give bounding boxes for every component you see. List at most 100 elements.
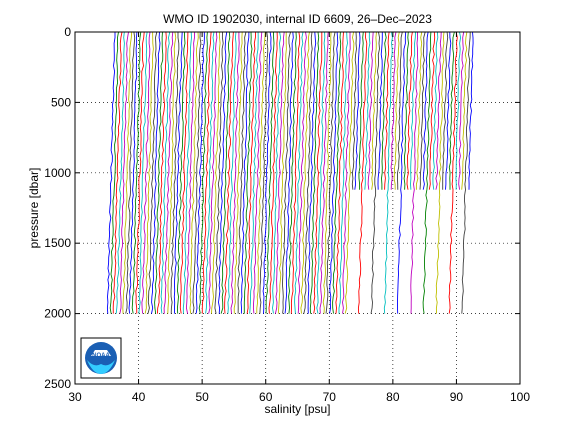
salinity-profile <box>135 31 145 314</box>
salinity-profile <box>160 31 171 314</box>
y-axis: 0 500 1000 1500 2000 2500 <box>44 25 520 391</box>
y-tick-label: 1500 <box>44 236 71 250</box>
salinity-profile <box>422 31 429 190</box>
salinity-profile <box>272 31 282 314</box>
salinity-profile <box>119 31 129 314</box>
salinity-profile <box>243 31 253 314</box>
x-tick-label: 70 <box>323 390 337 404</box>
salinity-profile <box>316 31 326 314</box>
salinity-profile <box>240 31 250 314</box>
salinity-profile <box>268 31 278 314</box>
salinity-profile <box>246 31 257 314</box>
salinity-profile <box>192 31 202 314</box>
salinity-profile <box>179 31 189 314</box>
salinity-profile <box>233 31 243 314</box>
salinity-profile <box>195 31 205 314</box>
salinity-profile <box>224 31 234 314</box>
salinity-profile <box>259 31 269 314</box>
salinity-profile <box>205 31 215 314</box>
salinity-profile <box>189 31 199 314</box>
salinity-profile <box>428 31 436 190</box>
salinity-profile <box>329 31 339 314</box>
salinity-profile <box>249 31 259 314</box>
salinity-profile <box>442 31 449 190</box>
y-tick-label: 500 <box>51 95 71 109</box>
x-tick-label: 30 <box>68 390 82 404</box>
salinity-profile <box>335 31 344 314</box>
salinity-profile <box>294 31 304 314</box>
salinity-profile <box>288 31 297 314</box>
salinity-profile <box>303 31 313 314</box>
salinity-profile <box>309 31 320 314</box>
salinity-profile <box>410 31 416 190</box>
salinity-profile <box>448 31 458 314</box>
salinity-profile <box>390 31 397 190</box>
salinity-profile <box>106 32 116 314</box>
x-tick-label: 100 <box>510 390 530 404</box>
y-tick-label: 0 <box>64 25 71 39</box>
salinity-profile <box>151 31 161 314</box>
y-tick-label: 2500 <box>44 377 71 391</box>
salinity-profile <box>297 31 307 314</box>
salinity-profile <box>214 31 224 314</box>
salinity-profile <box>201 31 212 314</box>
salinity-profile <box>211 31 221 314</box>
salinity-profile <box>282 31 292 314</box>
salinity-profile <box>377 32 383 190</box>
salinity-profile <box>147 31 158 314</box>
salinity-profile <box>218 31 228 314</box>
salinity-profile <box>131 31 142 314</box>
salinity-profile <box>354 31 361 190</box>
salinity-profile <box>461 31 471 314</box>
salinity-profile <box>458 31 465 190</box>
salinity-profile <box>313 32 323 314</box>
salinity-profile <box>393 31 400 190</box>
salinity-profile <box>230 32 240 314</box>
noaa-logo: NOAA <box>80 337 122 379</box>
salinity-profile <box>173 31 183 314</box>
salinity-profile <box>163 31 174 314</box>
salinity-profile <box>370 31 380 314</box>
salinity-profile <box>167 31 177 314</box>
salinity-profile <box>371 31 377 190</box>
salinity-profile <box>300 31 310 314</box>
salinity-profile <box>422 31 432 314</box>
salinity-profile <box>445 31 452 190</box>
salinity-profile <box>237 31 247 314</box>
salinity-profile <box>274 31 285 314</box>
salinity-profile <box>364 31 371 190</box>
salinity-profile <box>406 31 413 190</box>
salinity-profile <box>112 31 123 314</box>
salinity-profile <box>383 31 393 314</box>
x-axis: 30 40 50 60 70 80 90 100 <box>68 32 530 404</box>
salinity-profile <box>397 31 407 314</box>
svg-text:NOAA: NOAA <box>92 353 110 359</box>
salinity-profile <box>256 31 266 314</box>
salinity-profile <box>357 31 368 314</box>
x-tick-label: 80 <box>386 390 400 404</box>
salinity-profile <box>342 32 351 314</box>
salinity-profile <box>415 31 423 190</box>
salinity-profile <box>265 31 275 314</box>
salinity-profile <box>262 31 272 314</box>
salinity-profile <box>419 31 426 190</box>
salinity-profile <box>208 31 218 314</box>
profile-lines <box>106 31 474 314</box>
salinity-profile <box>403 31 409 190</box>
salinity-profile <box>344 31 355 314</box>
salinity-profile <box>435 31 442 190</box>
salinity-profile <box>141 31 151 314</box>
salinity-profile <box>358 31 364 190</box>
salinity-profile <box>154 31 164 314</box>
salinity-profile <box>170 32 180 314</box>
salinity-profile <box>284 31 294 314</box>
x-tick-label: 90 <box>450 390 464 404</box>
plot-frame <box>74 31 521 385</box>
salinity-profile <box>435 31 445 314</box>
salinity-profile <box>198 31 208 314</box>
salinity-profile <box>367 31 374 190</box>
salinity-profile <box>432 31 439 190</box>
salinity-profile <box>122 31 133 314</box>
y-tick-label: 2000 <box>44 307 71 321</box>
